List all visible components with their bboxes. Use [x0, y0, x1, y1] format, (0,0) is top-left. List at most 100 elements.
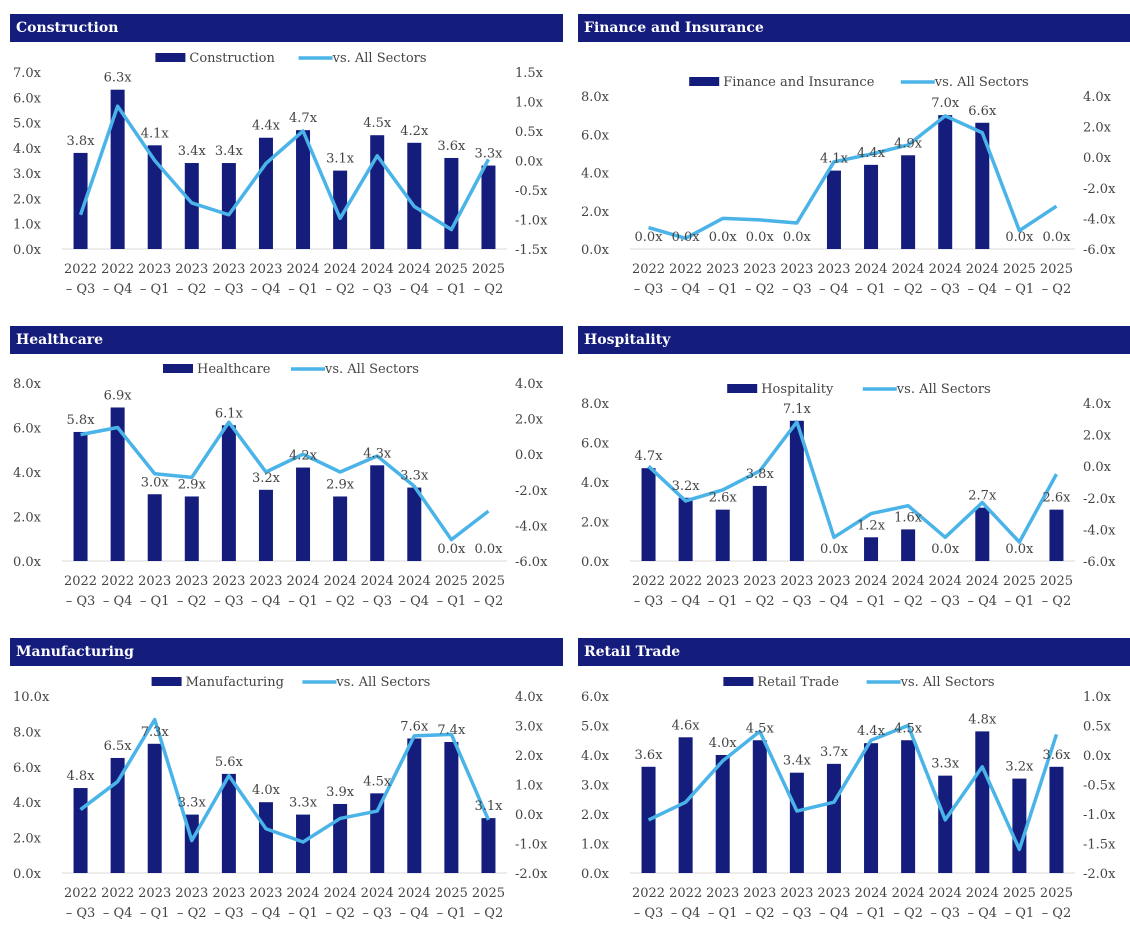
y2-tick-label: 2.0x: [1083, 429, 1112, 444]
y-tick-label: 4.0x: [581, 749, 610, 764]
data-label: 2.9x: [178, 477, 207, 492]
chart-svg: 0.0x2.0x4.0x6.0x8.0x-6.0x-4.0x-2.0x0.0x2…: [578, 14, 1130, 314]
x-tick-label: 2025– Q1: [1003, 886, 1036, 921]
x-tick-label: 2025– Q1: [435, 262, 468, 297]
x-tick-label: 2025– Q1: [435, 574, 468, 609]
x-tick-label: 2023– Q3: [212, 262, 245, 297]
y2-tick-label: 4.0x: [515, 690, 544, 705]
data-label: 4.9x: [894, 136, 923, 151]
bar: [370, 793, 384, 873]
data-label: 4.6x: [672, 718, 701, 733]
data-label: 3.7x: [820, 745, 849, 760]
y2-tick-label: 0.5x: [515, 125, 544, 140]
data-label: 0.0x: [672, 230, 701, 245]
data-label: 3.6x: [1042, 748, 1071, 763]
x-tick-label: 2025– Q2: [1040, 262, 1073, 297]
bar: [864, 743, 878, 873]
x-tick-label: 2022– Q3: [632, 574, 665, 609]
chart-svg: 0.0x1.0x2.0x3.0x4.0x5.0x6.0x7.0x-1.5x-1.…: [10, 14, 563, 314]
data-label: 3.0x: [141, 475, 170, 490]
data-label: 3.3x: [931, 757, 960, 772]
legend-label: vs. All Sectors: [900, 675, 995, 690]
y-tick-label: 1.0x: [13, 218, 42, 233]
data-label: 4.5x: [363, 774, 392, 789]
data-label: 0.0x: [931, 542, 960, 557]
bar: [1049, 767, 1063, 873]
data-label: 3.8x: [67, 134, 96, 149]
y-tick-label: 6.0x: [581, 690, 610, 705]
y-tick-label: 4.0x: [13, 466, 42, 481]
y2-tick-label: 0.0x: [515, 808, 544, 823]
data-label: 4.0x: [252, 783, 281, 798]
x-tick-label: 2024– Q1: [854, 886, 887, 921]
y-tick-label: 8.0x: [581, 90, 610, 105]
data-label: 4.3x: [363, 446, 392, 461]
bar: [901, 529, 915, 561]
bar: [753, 486, 767, 561]
x-tick-label: 2024– Q2: [324, 262, 357, 297]
y-tick-label: 6.0x: [13, 422, 42, 437]
data-label: 4.8x: [968, 712, 997, 727]
x-tick-label: 2023– Q4: [817, 886, 850, 921]
y2-tick-label: -2.0x: [515, 484, 548, 499]
x-tick-label: 2023– Q4: [249, 262, 282, 297]
x-tick-label: 2024– Q4: [966, 574, 999, 609]
data-label: 0.0x: [474, 542, 503, 557]
legend-label: vs. All Sectors: [324, 362, 419, 377]
x-tick-label: 2022– Q3: [632, 886, 665, 921]
y-tick-label: 0.0x: [581, 555, 610, 570]
x-tick-label: 2024– Q1: [854, 262, 887, 297]
data-label: 5.8x: [67, 413, 96, 428]
bar: [407, 738, 421, 873]
legend-label: vs. All Sectors: [934, 75, 1029, 90]
y-tick-label: 1.0x: [581, 838, 610, 853]
x-tick-label: 2022– Q4: [101, 574, 134, 609]
y-tick-label: 6.0x: [13, 91, 42, 106]
x-tick-label: 2023– Q4: [817, 262, 850, 297]
data-label: 0.0x: [1005, 542, 1034, 557]
bar: [370, 135, 384, 249]
y2-tick-label: 2.0x: [515, 749, 544, 764]
y2-tick-label: 1.0x: [515, 779, 544, 794]
x-tick-label: 2025– Q1: [1003, 574, 1036, 609]
x-tick-label: 2024– Q4: [398, 886, 431, 921]
data-label: 0.0x: [709, 230, 738, 245]
data-label: 4.1x: [820, 152, 849, 167]
x-tick-label: 2023– Q3: [780, 886, 813, 921]
y2-tick-label: -6.0x: [1083, 555, 1116, 570]
legend: Retail Trade vs. All Sectors: [723, 675, 994, 690]
data-label: 2.7x: [968, 489, 997, 504]
legend-bar-swatch: [689, 77, 719, 86]
bar: [296, 815, 310, 873]
legend-label: Retail Trade: [757, 675, 839, 690]
data-label: 4.4x: [857, 146, 886, 161]
data-label: 6.3x: [104, 71, 133, 86]
x-tick-label: 2023– Q1: [706, 886, 739, 921]
x-tick-label: 2024– Q4: [398, 574, 431, 609]
y-tick-label: 7.0x: [13, 66, 42, 81]
x-tick-label: 2024– Q4: [966, 262, 999, 297]
y-tick-label: 6.0x: [13, 761, 42, 776]
data-label: 2.6x: [1042, 491, 1071, 506]
bar: [716, 755, 730, 873]
x-tick-label: 2022– Q4: [669, 262, 702, 297]
y2-tick-label: 2.0x: [1083, 121, 1112, 136]
x-tick-label: 2024– Q1: [854, 574, 887, 609]
data-label: 3.4x: [783, 754, 812, 769]
x-tick-label: 2022– Q3: [64, 886, 97, 921]
data-label: 0.0x: [1042, 230, 1071, 245]
x-tick-label: 2023– Q4: [249, 886, 282, 921]
y-tick-label: 0.0x: [581, 243, 610, 258]
y2-tick-label: -1.5x: [515, 243, 548, 258]
x-tick-label: 2024– Q3: [361, 574, 394, 609]
bar: [407, 488, 421, 561]
data-label: 6.1x: [215, 406, 244, 421]
y-tick-label: 8.0x: [13, 725, 42, 740]
data-label: 3.2x: [672, 479, 701, 494]
bar: [901, 740, 915, 873]
data-label: 7.0x: [931, 96, 960, 111]
x-tick-label: 2024– Q2: [892, 886, 925, 921]
y-tick-label: 4.0x: [13, 142, 42, 157]
